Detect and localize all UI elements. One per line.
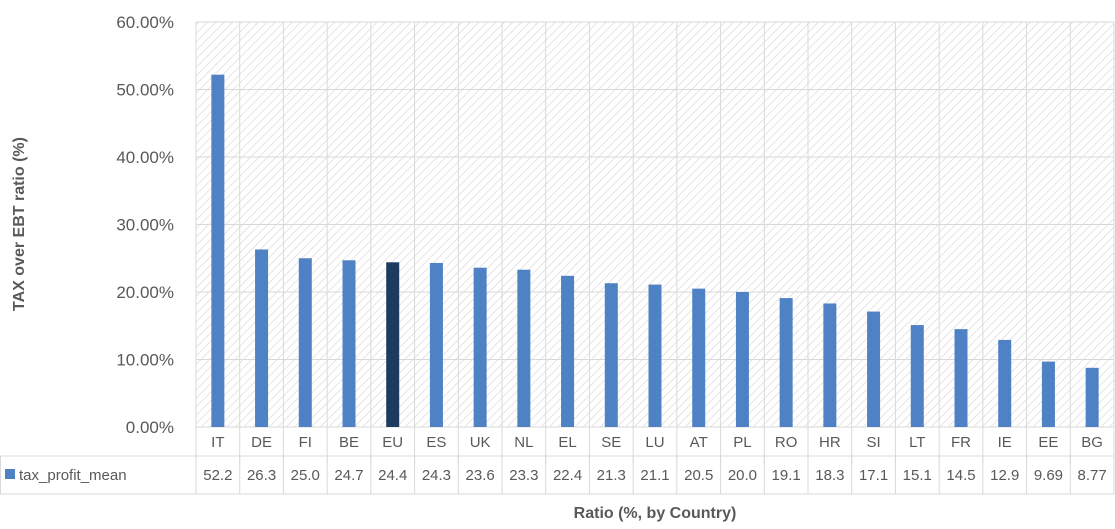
- category-label: RO: [775, 434, 798, 451]
- data-label: 20.5: [684, 467, 713, 484]
- bar-be: [342, 260, 356, 427]
- category-label: HR: [819, 434, 841, 451]
- data-label: 8.77: [1078, 467, 1107, 484]
- y-tick-label: 40.00%: [116, 148, 174, 167]
- data-label: 15.1: [903, 467, 932, 484]
- bar-fi: [298, 258, 312, 427]
- category-label: BG: [1081, 434, 1103, 451]
- bar-uk: [473, 267, 487, 427]
- category-label: AT: [690, 434, 708, 451]
- bars: [211, 74, 1099, 428]
- data-label: 9.69: [1034, 467, 1063, 484]
- bar-lu: [648, 284, 662, 427]
- category-labels: IT DE FI BE EU ES UK NL EL SE LU AT PL RO HR SI LT FR IE EE…: [211, 434, 1103, 451]
- bar-ie: [998, 339, 1012, 427]
- category-label: EL: [558, 434, 576, 451]
- y-tick-label: 10.00%: [116, 351, 174, 370]
- data-label: 23.3: [509, 467, 538, 484]
- data-label: 21.3: [597, 467, 626, 484]
- legend-swatch: [5, 469, 15, 479]
- y-tick-label: 0.00%: [126, 418, 174, 437]
- category-label: SE: [601, 434, 621, 451]
- bar-at: [692, 288, 706, 427]
- category-label: FI: [299, 434, 312, 451]
- bar-el: [561, 275, 575, 427]
- bar-bg: [1085, 367, 1099, 427]
- data-label: 17.1: [859, 467, 888, 484]
- category-label: BE: [339, 434, 359, 451]
- bar-ro: [779, 298, 793, 427]
- data-label: 24.3: [422, 467, 451, 484]
- data-label: 25.0: [291, 467, 320, 484]
- data-label: 20.0: [728, 467, 757, 484]
- category-label: ES: [426, 434, 446, 451]
- y-tick-label: 60.00%: [116, 13, 174, 32]
- y-axis-title: TAX over EBT ratio (%): [11, 137, 28, 311]
- bar-pl: [735, 292, 749, 427]
- data-label: 24.7: [334, 467, 363, 484]
- bar-nl: [517, 269, 531, 427]
- category-label: EU: [382, 434, 403, 451]
- data-label: 22.4: [553, 467, 582, 484]
- category-label: NL: [514, 434, 533, 451]
- category-label: PL: [733, 434, 751, 451]
- bar-ee: [1041, 361, 1055, 427]
- bar-se: [604, 283, 618, 427]
- data-table: tax_profit_mean 52.2 26.3 25.0 24.7 24.4 24.3 2…: [0, 455, 1115, 495]
- y-tick-label: 30.00%: [116, 216, 174, 235]
- category-label: SI: [866, 434, 880, 451]
- category-label: LU: [645, 434, 664, 451]
- legend-label: tax_profit_mean: [19, 467, 127, 484]
- category-label: FR: [951, 434, 971, 451]
- bar-es: [429, 262, 443, 427]
- data-label: 14.5: [946, 467, 975, 484]
- data-label: 12.9: [990, 467, 1019, 484]
- category-label: DE: [251, 434, 272, 451]
- category-label: EE: [1038, 434, 1058, 451]
- data-label: 21.1: [640, 467, 669, 484]
- bar-fr: [954, 329, 968, 427]
- category-label: LT: [909, 434, 925, 451]
- data-label: 26.3: [247, 467, 276, 484]
- bar-hr: [823, 303, 837, 427]
- bar-si: [867, 311, 881, 427]
- bar-lt: [910, 325, 924, 427]
- data-label: 19.1: [772, 467, 801, 484]
- bar-it: [211, 74, 225, 428]
- bar-de: [255, 249, 269, 427]
- category-label: IT: [211, 434, 224, 451]
- x-axis-title: Ratio (%, by Country): [574, 505, 737, 522]
- y-tick-label: 20.00%: [116, 283, 174, 302]
- y-tick-labels: 0.00% 10.00% 20.00% 30.00% 40.00% 50.00% 60.00…: [116, 13, 174, 437]
- data-label: 52.2: [203, 467, 232, 484]
- bar-eu: [386, 262, 400, 427]
- category-label: UK: [470, 434, 491, 451]
- category-label: IE: [998, 434, 1012, 451]
- data-label: 18.3: [815, 467, 844, 484]
- y-tick-label: 50.00%: [116, 81, 174, 100]
- data-label: 24.4: [378, 467, 407, 484]
- data-label: 23.6: [466, 467, 495, 484]
